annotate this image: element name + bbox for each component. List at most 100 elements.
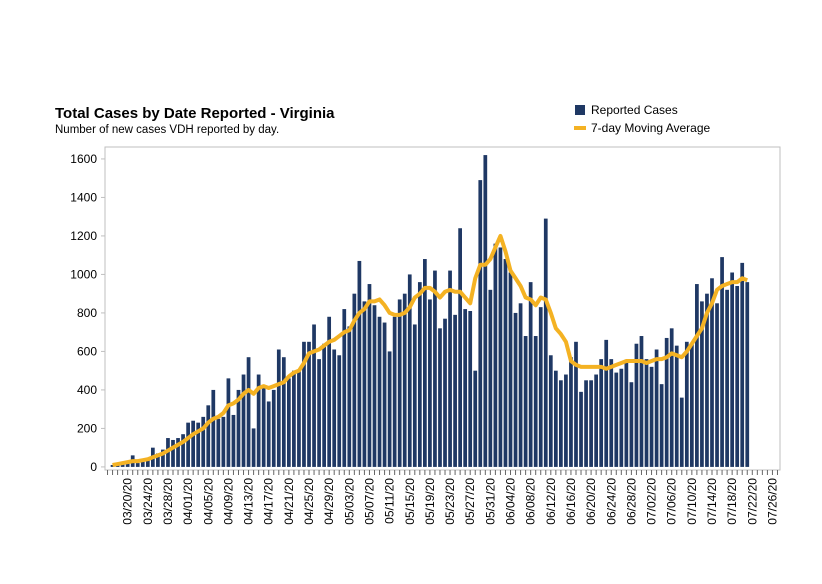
bar [211, 389, 216, 467]
bar [156, 453, 160, 467]
bar [312, 324, 316, 467]
bar [684, 341, 689, 467]
x-tick-label: 07/02/20 [645, 478, 659, 525]
bar [246, 357, 251, 467]
x-tick-label: 06/20/20 [584, 478, 598, 525]
bar [407, 274, 412, 467]
bar [216, 418, 221, 467]
bar [538, 307, 543, 467]
bar [181, 434, 185, 467]
x-tick-label: 07/18/20 [725, 478, 739, 525]
bar [463, 309, 468, 467]
bar [176, 438, 180, 467]
bar [654, 349, 659, 467]
chart-subtitle: Number of new cases VDH reported by day. [55, 124, 279, 136]
bar [513, 312, 518, 467]
bar [705, 293, 709, 467]
bar [337, 355, 342, 467]
bar [745, 282, 750, 467]
bar [256, 374, 261, 467]
bar [382, 322, 387, 467]
bar [261, 386, 266, 467]
x-tick-label: 03/20/20 [121, 478, 135, 525]
bar [478, 180, 483, 467]
bar [483, 155, 488, 467]
bar [428, 299, 432, 467]
bar [322, 343, 326, 467]
bar [458, 228, 462, 467]
bar [286, 378, 291, 467]
plot-frame [104, 146, 781, 471]
x-tick-label: 07/10/20 [685, 478, 699, 525]
y-tick-label: 1000 [70, 267, 97, 281]
bar [559, 380, 563, 467]
bar [317, 359, 321, 467]
bar [523, 336, 528, 467]
x-tick-label: 06/08/20 [524, 478, 538, 525]
bar [700, 301, 704, 467]
bar [357, 260, 362, 467]
legend-label: Reported Cases [591, 103, 678, 117]
bar [186, 422, 190, 467]
x-tick-label: 04/21/20 [282, 478, 296, 525]
bar [528, 282, 533, 467]
bar [417, 282, 422, 467]
x-tick-label: 06/16/20 [564, 478, 578, 525]
bar [397, 299, 402, 467]
x-tick-label: 06/04/20 [504, 478, 518, 525]
bar [624, 362, 629, 467]
bar [574, 341, 578, 467]
bar [402, 293, 407, 467]
bar [473, 370, 478, 467]
bar [604, 339, 609, 467]
bar [206, 405, 211, 467]
bar [135, 463, 140, 467]
bar [619, 368, 624, 467]
bar [468, 311, 473, 467]
x-tick-label: 04/13/20 [242, 478, 256, 525]
bar [342, 309, 347, 467]
y-tick-label: 1200 [70, 229, 97, 243]
bar [649, 366, 654, 467]
moving-average-line [112, 233, 748, 467]
y-tick-label: 200 [77, 421, 97, 435]
bar [352, 293, 357, 467]
bar [498, 247, 503, 467]
x-tick-label: 05/19/20 [423, 478, 437, 525]
bar [664, 337, 669, 467]
x-tick-label: 04/01/20 [181, 478, 195, 525]
bar [508, 272, 513, 467]
bar [695, 284, 699, 467]
bar [533, 336, 538, 467]
bar [387, 351, 392, 467]
bar [710, 278, 714, 467]
bar [720, 257, 724, 467]
x-tick-label: 04/05/20 [201, 478, 215, 525]
bar [347, 326, 352, 467]
x-tick-label: 05/31/20 [483, 478, 497, 525]
bar [735, 285, 740, 467]
bar [201, 416, 206, 467]
bar [740, 262, 745, 467]
legend-label: 7-day Moving Average [591, 121, 711, 135]
bar [327, 316, 332, 467]
bar [553, 370, 558, 467]
x-tick-label: 04/09/20 [221, 478, 235, 525]
bar [392, 316, 397, 467]
bar [438, 328, 442, 467]
x-tick-label: 05/23/20 [443, 478, 457, 525]
y-tick-label: 0 [90, 460, 97, 474]
chart-title: Total Cases by Date Reported - Virginia [55, 105, 335, 122]
x-tick-label: 05/27/20 [463, 478, 477, 525]
bar [679, 397, 684, 467]
y-tick-label: 800 [77, 306, 97, 320]
x-tick-label: 06/24/20 [604, 478, 618, 525]
bar [276, 349, 281, 467]
bar [584, 380, 588, 467]
bar [725, 289, 729, 467]
bar [191, 420, 196, 467]
bar [171, 439, 175, 467]
y-tick-label: 1600 [70, 152, 97, 166]
bar [634, 343, 639, 467]
